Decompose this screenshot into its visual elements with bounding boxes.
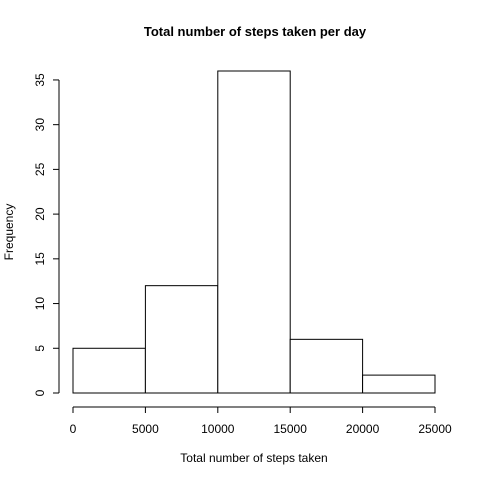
chart-title: Total number of steps taken per day xyxy=(144,24,367,39)
y-tick-label-5: 25 xyxy=(33,162,47,176)
x-axis-title: Total number of steps taken xyxy=(180,451,327,465)
x-tick-label-2: 10000 xyxy=(201,422,235,436)
x-tick-label-4: 20000 xyxy=(346,422,380,436)
bars-group xyxy=(72,70,436,394)
x-tick-label-0: 0 xyxy=(70,422,77,436)
y-axis-title: Frequency xyxy=(2,204,16,261)
y-tick-label-0: 0 xyxy=(33,389,47,396)
y-tick-label-6: 30 xyxy=(33,118,47,132)
histogram-bar-3 xyxy=(289,338,364,394)
histogram-bar-4 xyxy=(362,374,436,394)
histogram-bar-0 xyxy=(72,347,146,394)
x-tick-label-1: 5000 xyxy=(132,422,159,436)
y-tick-label-4: 20 xyxy=(33,207,47,221)
y-tick-label-1: 5 xyxy=(33,345,47,352)
histogram-bar-1 xyxy=(144,285,219,394)
histogram-bar-2 xyxy=(217,70,291,394)
y-tick-label-3: 15 xyxy=(33,252,47,266)
y-tick-label-7: 35 xyxy=(33,73,47,87)
y-axis: 0 5 10 15 20 25 30 35 xyxy=(33,73,60,396)
x-tick-label-3: 15000 xyxy=(274,422,308,436)
x-tick-label-5: 25000 xyxy=(418,422,452,436)
x-axis: 0 5000 10000 15000 20000 25000 xyxy=(70,406,452,436)
y-tick-label-2: 10 xyxy=(33,297,47,311)
